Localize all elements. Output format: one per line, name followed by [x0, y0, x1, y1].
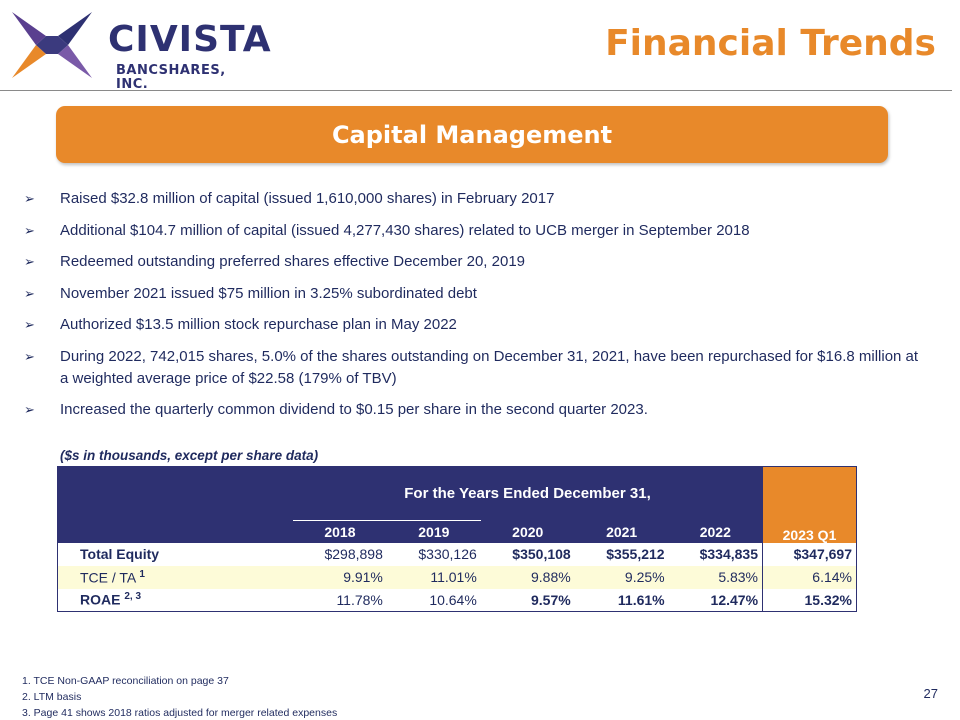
footnote-3: 3. Page 41 shows 2018 ratios adjusted fo…: [22, 707, 338, 719]
table-cell: 15.32%: [762, 588, 857, 612]
arrow-bullet-icon: ➢: [24, 317, 35, 332]
bullet-text: Increased the quarterly common dividend …: [60, 401, 648, 418]
bullet-list: ➢ Raised $32.8 million of capital (issued…: [20, 188, 920, 431]
table-cell: 10.64%: [429, 591, 477, 608]
arrow-bullet-icon: ➢: [24, 348, 35, 364]
footnotes: 1. TCE Non-GAAP reconciliation on page 3…: [22, 673, 337, 720]
bullet-item: ➢ During 2022, 742,015 shares, 5.0% of th…: [20, 346, 920, 390]
table-cell: 9.25%: [574, 565, 669, 589]
arrow-bullet-icon: ➢: [24, 222, 35, 238]
table-cell: 12.47%: [710, 591, 759, 608]
arrow-bullet-icon: ➢: [24, 191, 35, 206]
bullet-text: During 2022, 742,015 shares, 5.0% of the…: [60, 347, 919, 387]
table-year-header-row: 2018 2019 2020 2021 2022: [57, 520, 857, 543]
bullet-text: Authorized $13.5 million stock repurchas…: [60, 316, 457, 333]
table-cell: $330,126: [418, 546, 477, 562]
table-group-header: For the Years Ended December 31,: [292, 466, 763, 521]
bullet-item: ➢ November 2021 issued $75 million in 3.2…: [20, 283, 920, 305]
table-cell: 5.83%: [668, 565, 763, 589]
column-header-2023-q1: 2023 Q1: [762, 466, 857, 543]
section-banner-label: Capital Management: [331, 120, 613, 149]
bullet-item: ➢ Authorized $13.5 million stock repurcha…: [20, 314, 920, 336]
table-corner-cell: [57, 466, 293, 521]
brand-subtitle: BANCSHARES, INC.: [116, 63, 226, 92]
capital-table: For the Years Ended December 31, 2023 Q1…: [57, 466, 857, 612]
footnote-marker: 2, 3: [124, 591, 142, 603]
civista-star-icon: [12, 12, 92, 78]
section-banner: Capital Management: [56, 106, 888, 163]
table-row-total-equity: Total Equity $298,898 $330,126 $350,108 …: [58, 542, 857, 566]
footnote-marker: 1: [139, 568, 145, 580]
bullet-item: ➢ Redeemed outstanding preferred shares e…: [20, 251, 920, 273]
footnote-1: 1. TCE Non-GAAP reconciliation on page 3…: [22, 675, 229, 687]
header-divider: [0, 90, 952, 91]
bullet-text: Redeemed outstanding preferred shares ef…: [60, 253, 526, 270]
table-cell: 11.78%: [336, 591, 383, 608]
table-cell: 9.91%: [292, 565, 387, 589]
bullet-item: ➢ Additional $104.7 million of capital (i…: [20, 220, 920, 242]
bullet-item: ➢ Raised $32.8 million of capital (issued…: [20, 188, 920, 210]
table-cell: 11.01%: [386, 565, 481, 589]
table-cell: $350,108: [512, 546, 571, 562]
row-label: ROAE 2, 3: [80, 591, 142, 609]
table-cell: $334,835: [699, 546, 759, 562]
footnote-2: 2. LTM basis: [22, 691, 82, 703]
column-header-2020: 2020: [480, 520, 575, 543]
table-cell: 9.88%: [480, 565, 575, 589]
arrow-bullet-icon: ➢: [24, 254, 35, 269]
brand-name: CIVISTA: [108, 19, 272, 60]
column-header-2022: 2022: [668, 520, 763, 543]
arrow-bullet-icon: ➢: [24, 285, 35, 301]
bullet-text: Additional $104.7 million of capital (is…: [60, 221, 750, 239]
column-header-2018: 2018: [292, 520, 387, 543]
bullet-text: Raised $32.8 million of capital (issued …: [60, 190, 555, 207]
civista-logo: CIVISTA BANCSHARES, INC.: [12, 12, 271, 92]
page-number: 27: [923, 686, 938, 701]
row-label: Total Equity: [80, 546, 160, 562]
table-corner-cell: [57, 520, 293, 543]
column-header-2021: 2021: [574, 520, 669, 543]
table-cell: 6.14%: [762, 565, 857, 589]
bullet-item: ➢ Increased the quarterly common dividend…: [20, 399, 920, 421]
table-cell: 9.57%: [531, 591, 571, 608]
table-row-roae: ROAE 2, 3 11.78% 10.64% 9.57% 11.61% 12.…: [58, 588, 857, 612]
bullet-text: November 2021 issued $75 million in 3.25…: [60, 284, 477, 302]
table-cell: $298,898: [324, 546, 383, 562]
page-title: Financial Trends: [605, 23, 936, 64]
table-cell: 11.61%: [617, 591, 665, 608]
row-label: TCE / TA 1: [57, 565, 293, 589]
column-header-2019: 2019: [386, 520, 481, 543]
table-row-tce-ta: TCE / TA 1 9.91% 11.01% 9.88% 9.25% 5.83…: [57, 565, 857, 589]
table-cell: $347,697: [762, 542, 857, 566]
table-units-note: ($s in thousands, except per share data): [60, 448, 319, 463]
arrow-bullet-icon: ➢: [24, 402, 35, 417]
table-cell: $355,212: [606, 546, 665, 562]
table-group-header-row: For the Years Ended December 31, 2023 Q1: [57, 466, 857, 543]
